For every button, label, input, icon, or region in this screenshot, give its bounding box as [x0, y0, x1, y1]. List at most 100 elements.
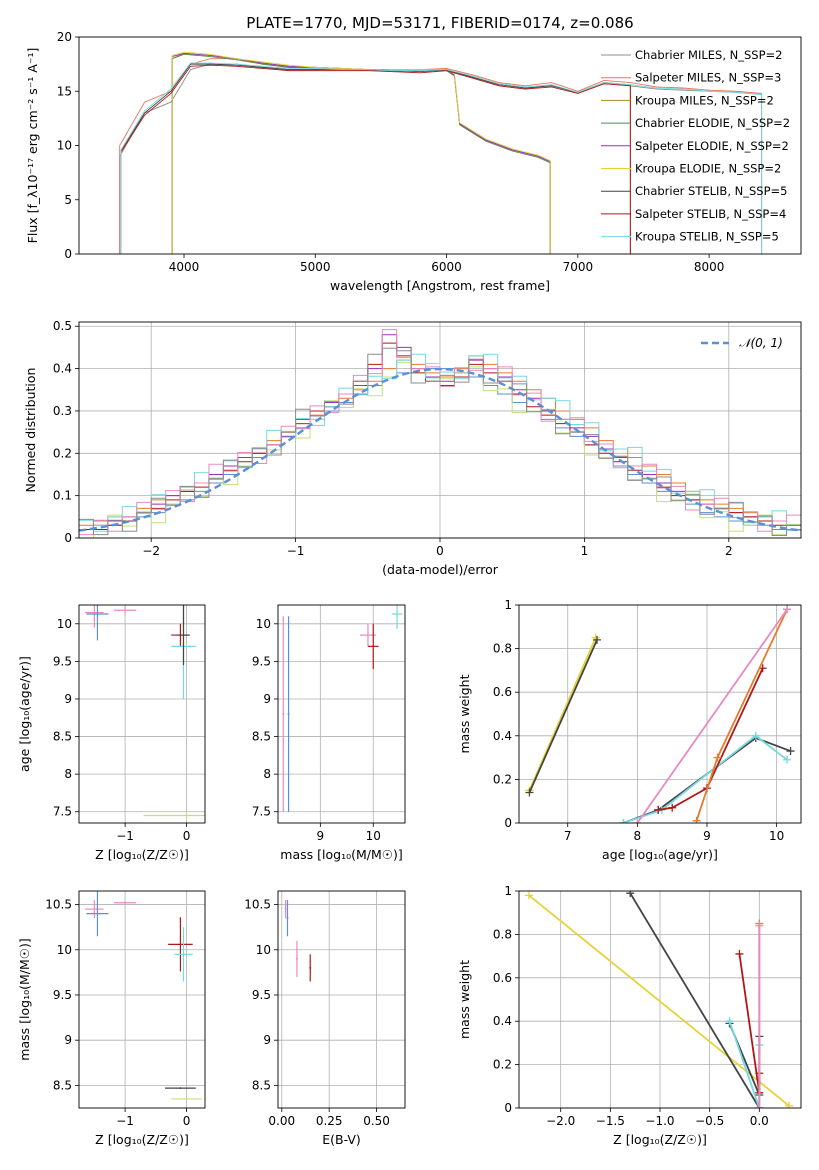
x-tick-label: −1: [116, 1114, 134, 1128]
y-tick-label: 7.5: [252, 805, 271, 819]
y-tick-label: 0.8: [493, 927, 512, 941]
legend-label: Chabrier MILES, N_SSP=2: [635, 48, 782, 62]
axes-frame: [78, 321, 802, 539]
y-tick-label: 8: [263, 767, 271, 781]
x-tick-label: 7: [564, 829, 572, 843]
y-tick-label: 0.4: [53, 362, 72, 376]
y-tick-label: 1: [504, 884, 512, 898]
panel-spectrum: 4000 5000 6000 7000 8000 0 5 10 15 20 wavelength […: [25, 30, 802, 293]
x-tick-label: 10: [769, 829, 784, 843]
plus-marker: [633, 819, 642, 823]
y-tick-label: 10: [57, 943, 72, 957]
x-axis-label: mass [log₁₀(M/M☉)]: [280, 847, 402, 862]
x-tick-label: 8: [634, 829, 642, 843]
x-axis-label: Z [log₁₀(Z/Z☉)]: [95, 847, 189, 862]
y-tick-label: 8: [64, 767, 72, 781]
x-tick-label: 0.00: [268, 1114, 295, 1128]
x-tick-label: −1: [116, 829, 134, 843]
y-tick-label: 8.5: [53, 730, 72, 744]
plot-area: [79, 329, 801, 538]
y-tick-label: 9.5: [53, 988, 72, 1002]
plus-marker: [692, 816, 701, 823]
y-axis-label: mass weight: [457, 960, 472, 1039]
panel-age_vs_mass: 9 10 7.5 8 8.5 9 9.5 10 mass [log₁₀(M/M☉)]: [252, 604, 406, 862]
plus-marker: [525, 788, 534, 797]
y-axis-label: age [log₁₀(age/yr)]: [17, 656, 32, 772]
plot-area: [524, 891, 794, 1108]
y-axis-label: mass weight: [457, 674, 472, 753]
axes-frame: [277, 604, 406, 824]
series-line: [120, 64, 631, 254]
figure-title: PLATE=1770, MJD=53171, FIBERID=0174, z=0…: [246, 14, 633, 32]
plus-marker: [755, 921, 764, 930]
y-tick-label: 10: [256, 617, 271, 631]
massweight-line: [636, 608, 788, 823]
legend: Chabrier MILES, N_SSP=2 Salpeter MILES, N…: [601, 48, 790, 244]
massweight-line: [658, 667, 764, 811]
plus-marker: [735, 949, 744, 958]
x-tick-label: −0.5: [695, 1114, 724, 1128]
legend-label: Salpeter MILES, N_SSP=3: [635, 71, 781, 85]
x-tick-label: −1.5: [596, 1114, 625, 1128]
y-tick-label: 7.5: [53, 805, 72, 819]
y-tick-label: 5: [64, 193, 72, 207]
y-tick-label: 9.5: [252, 988, 271, 1002]
x-tick-label: 1: [581, 544, 589, 558]
y-tick-label: 9: [263, 1033, 271, 1047]
y-tick-label: 0: [64, 531, 72, 545]
x-tick-label: 0: [436, 544, 444, 558]
plot-area: [282, 605, 403, 812]
plus-marker: [783, 755, 792, 764]
plus-marker: [626, 891, 635, 898]
y-tick-label: 10.5: [244, 898, 271, 912]
panel-massweight_vs_age: 7 8 9 10 0 0.2 0.4 0.6 0.8 1 age [log₁₀(age/yr)] ma…: [457, 598, 802, 862]
y-tick-label: 9.5: [252, 654, 271, 668]
panel-residuals: −2 −1 0 1 2 0 0.1 0.2 0.3 0.4 0.5 (data-model)/erro…: [23, 319, 802, 577]
massweight-line: [528, 637, 597, 791]
plus-marker: [755, 1104, 764, 1108]
x-tick-label: 9: [703, 829, 711, 843]
histogram-series: [79, 347, 801, 536]
plus-marker: [783, 605, 792, 614]
y-tick-label: 10: [57, 617, 72, 631]
legend: 𝒩(0, 1): [701, 336, 783, 350]
x-tick-label: 7000: [563, 260, 594, 274]
legend-label: Kroupa MILES, N_SSP=2: [635, 93, 774, 107]
series-line: [120, 63, 631, 254]
legend-label: Kroupa STELIB, N_SSP=5: [635, 230, 779, 244]
plus-marker: [619, 819, 628, 823]
x-axis-label: E(B-V): [322, 1132, 361, 1147]
x-tick-label: 6000: [431, 260, 462, 274]
massweight-line: [528, 639, 598, 793]
series-line: [120, 62, 763, 254]
plot-area: [119, 51, 763, 254]
y-tick-label: 0: [504, 1101, 512, 1115]
y-tick-label: 9: [263, 692, 271, 706]
plot-area: [85, 605, 205, 820]
y-tick-label: 10: [57, 139, 72, 153]
panel-age_vs_Z: −1 0 7.5 8 8.5 9 9.5 10 Z [log₁₀(Z/Z☉)] age [log₁…: [17, 604, 206, 862]
plus-marker: [592, 635, 601, 644]
x-tick-label: 0.50: [363, 1114, 390, 1128]
axes-frame: [518, 890, 802, 1109]
y-tick-label: 10: [256, 943, 271, 957]
x-axis-label: age [log₁₀(age/yr)]: [602, 847, 718, 862]
axes-frame: [78, 604, 206, 824]
plus-marker: [713, 753, 722, 762]
series-line: [171, 51, 551, 254]
y-tick-label: 0.6: [493, 685, 512, 699]
plus-marker: [524, 891, 533, 900]
x-tick-label: 0.0: [750, 1114, 769, 1128]
legend-label: Chabrier STELIB, N_SSP=5: [635, 184, 787, 198]
y-tick-label: 9: [64, 1033, 72, 1047]
x-tick-label: 0.25: [316, 1114, 343, 1128]
y-tick-label: 20: [57, 30, 72, 44]
y-tick-label: 8.5: [252, 1078, 271, 1092]
plot-area: [85, 891, 202, 1100]
axes-frame: [277, 890, 406, 1109]
plus-marker: [751, 731, 760, 740]
y-tick-label: 0.5: [53, 319, 72, 333]
axes-frame: [78, 36, 802, 255]
x-tick-label: −1.0: [645, 1114, 674, 1128]
x-tick-label: 4000: [169, 260, 200, 274]
